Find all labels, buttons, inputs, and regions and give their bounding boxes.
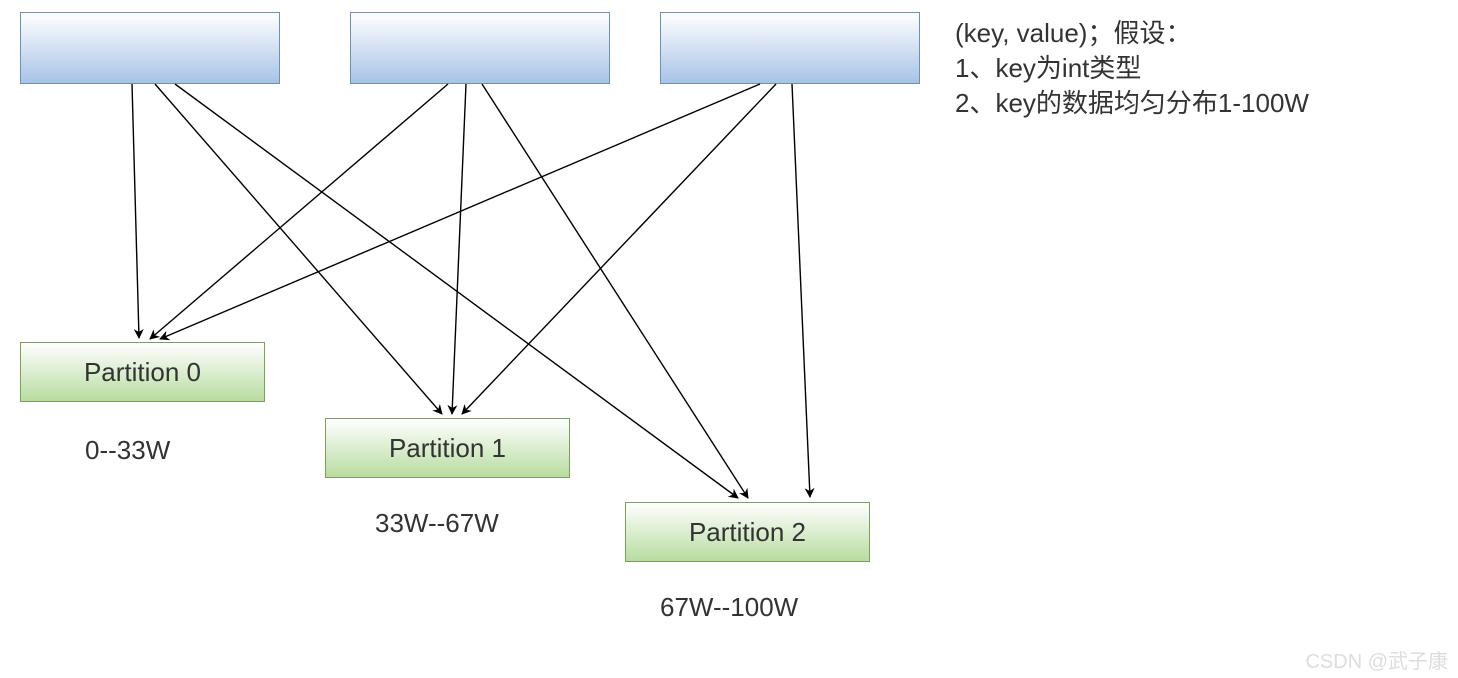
source-box-1 (350, 12, 610, 84)
source-box-0 (20, 12, 280, 84)
partition-label: Partition 2 (689, 517, 806, 548)
partition-diagram: Partition 0 0--33W Partition 1 33W--67W … (0, 0, 1458, 678)
note-line-2: 1、key为int类型 (955, 51, 1309, 86)
partition-label: Partition 0 (84, 357, 201, 388)
note-line-1: (key, value)；假设： (955, 16, 1309, 51)
partition-box-0: Partition 0 (20, 342, 265, 402)
partition-box-2: Partition 2 (625, 502, 870, 562)
partition-box-1: Partition 1 (325, 418, 570, 478)
range-label-1: 33W--67W (375, 508, 499, 539)
partition-label: Partition 1 (389, 433, 506, 464)
range-label-2: 67W--100W (660, 592, 798, 623)
note-line-3: 2、key的数据均匀分布1-100W (955, 86, 1309, 121)
assumption-note: (key, value)；假设： 1、key为int类型 2、key的数据均匀分… (955, 16, 1309, 121)
source-box-2 (660, 12, 920, 84)
range-label-0: 0--33W (85, 435, 170, 466)
csdn-watermark: CSDN @武子康 (1305, 645, 1448, 674)
